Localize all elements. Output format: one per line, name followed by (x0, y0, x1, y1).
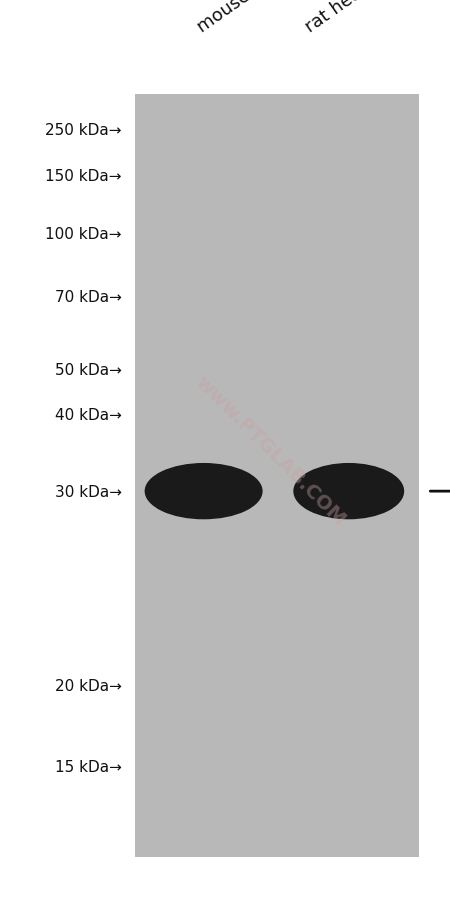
Text: 100 kDa→: 100 kDa→ (45, 227, 122, 242)
Text: 20 kDa→: 20 kDa→ (54, 678, 122, 693)
Text: 30 kDa→: 30 kDa→ (54, 484, 122, 499)
Text: rat heart: rat heart (302, 0, 378, 36)
Text: 250 kDa→: 250 kDa→ (45, 124, 122, 138)
Ellipse shape (144, 464, 263, 520)
Text: 40 kDa→: 40 kDa→ (54, 408, 122, 422)
Text: 15 kDa→: 15 kDa→ (54, 759, 122, 774)
Text: 70 kDa→: 70 kDa→ (54, 290, 122, 305)
Text: mouse heart: mouse heart (194, 0, 298, 36)
FancyBboxPatch shape (135, 95, 419, 857)
Text: www.PTGLAB.COM: www.PTGLAB.COM (191, 373, 349, 529)
Text: 50 kDa→: 50 kDa→ (54, 363, 122, 377)
Text: 150 kDa→: 150 kDa→ (45, 169, 122, 183)
Ellipse shape (293, 464, 404, 520)
